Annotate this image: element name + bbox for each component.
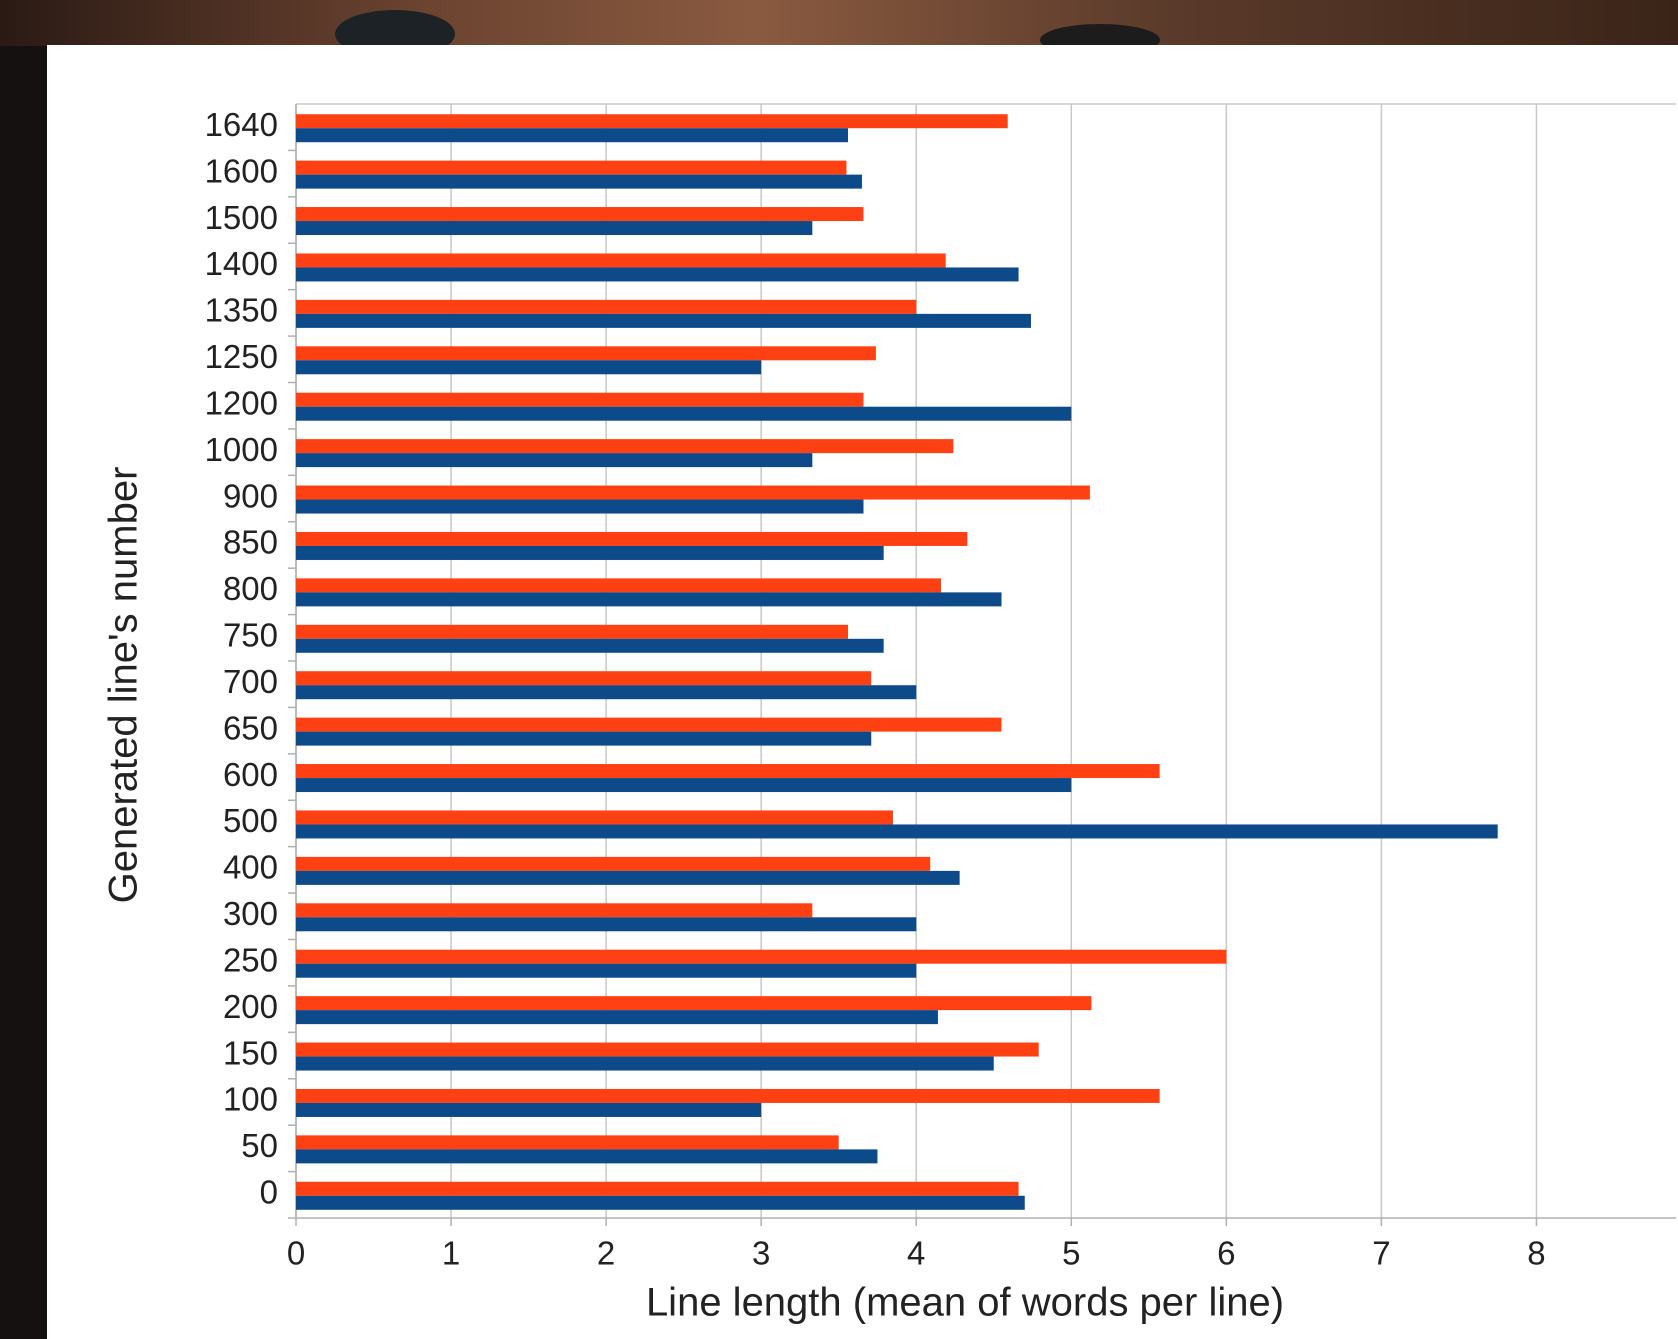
bar (296, 313, 1031, 328)
bar (296, 160, 847, 175)
y-tick-label: 650 (223, 709, 278, 746)
bar (296, 531, 968, 546)
bar (296, 499, 864, 514)
y-tick-label: 600 (223, 756, 278, 793)
y-tick-label: 1640 (205, 106, 278, 143)
bar (296, 717, 1002, 732)
x-tick-label: 7 (1372, 1235, 1390, 1272)
bar (296, 207, 864, 222)
bar (296, 485, 1090, 500)
bar (296, 128, 848, 143)
y-tick-label: 50 (241, 1127, 278, 1164)
bar (296, 903, 813, 918)
y-tick-label: 700 (223, 663, 278, 700)
bar (296, 392, 864, 407)
bar (296, 671, 872, 686)
bar (296, 1010, 938, 1025)
bar (296, 963, 917, 978)
bar (296, 1195, 1025, 1210)
bar (296, 174, 862, 189)
y-tick-label: 200 (223, 988, 278, 1025)
bar (296, 685, 917, 700)
y-tick-label: 500 (223, 802, 278, 839)
x-tick-label: 0 (287, 1235, 305, 1272)
y-tick-label: 1200 (205, 384, 278, 421)
bar (296, 114, 1008, 129)
bar (296, 870, 960, 885)
bar (296, 299, 917, 314)
bar (296, 1056, 994, 1071)
bar (296, 253, 946, 268)
photo-strip (0, 0, 1678, 46)
bar (296, 1149, 878, 1164)
x-tick-label: 2 (597, 1235, 615, 1272)
x-tick-label: 4 (907, 1235, 925, 1272)
bar (296, 824, 1498, 839)
y-tick-label: 1500 (205, 199, 278, 236)
bar (296, 764, 1160, 779)
x-axis-label: Line length (mean of words per line) (646, 1281, 1284, 1325)
bar (296, 545, 884, 560)
bar (296, 221, 813, 236)
bar (296, 1042, 1039, 1057)
y-tick-label: 250 (223, 941, 278, 978)
x-tick-label: 1 (442, 1235, 460, 1272)
bar (296, 810, 893, 825)
y-tick-label: 750 (223, 617, 278, 654)
y-axis-label: Generated line's number (102, 467, 146, 904)
bar (296, 453, 813, 468)
bar (296, 917, 917, 932)
y-tick-label: 400 (223, 849, 278, 886)
y-tick-label: 1600 (205, 152, 278, 189)
bar (296, 778, 1072, 793)
bar (296, 996, 1092, 1011)
x-tick-label: 5 (1062, 1235, 1080, 1272)
bar (296, 346, 876, 361)
bar (296, 638, 884, 653)
bar (296, 731, 872, 746)
bar (296, 1135, 839, 1150)
y-tick-label: 0 (260, 1174, 278, 1211)
x-tick-label: 6 (1217, 1235, 1235, 1272)
y-tick-label: 1350 (205, 292, 278, 329)
bar (296, 439, 954, 454)
y-tick-label: 1400 (205, 245, 278, 282)
bar (296, 406, 1072, 421)
bar (296, 624, 848, 639)
y-tick-label: 800 (223, 570, 278, 607)
bar (296, 1088, 1160, 1103)
y-tick-label: 150 (223, 1034, 278, 1071)
bar (296, 592, 1002, 607)
bar (296, 1181, 1019, 1196)
x-tick-label: 8 (1527, 1235, 1545, 1272)
y-tick-label: 1250 (205, 338, 278, 375)
y-tick-label: 1000 (205, 431, 278, 468)
x-tick-label: 3 (752, 1235, 770, 1272)
y-tick-label: 300 (223, 895, 278, 932)
bar (296, 949, 1227, 964)
bar (296, 267, 1019, 282)
y-tick-label: 100 (223, 1081, 278, 1118)
y-tick-label: 900 (223, 477, 278, 514)
bar (296, 856, 931, 871)
bar (296, 578, 942, 593)
bar (296, 360, 762, 375)
bar (296, 1102, 762, 1117)
y-tick-label: 850 (223, 524, 278, 561)
